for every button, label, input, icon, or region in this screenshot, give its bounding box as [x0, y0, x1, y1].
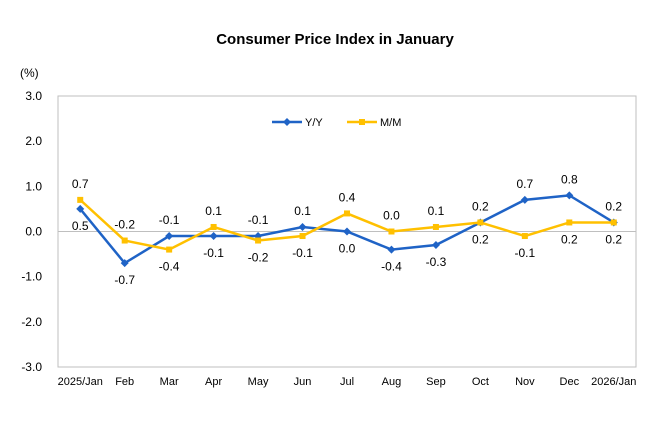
data-label: 0.4: [339, 190, 356, 204]
data-point: [520, 195, 529, 204]
x-tick-label: Mar: [160, 376, 179, 388]
series-mm: 0.7 -0.2 -0.4 0.1 -0.2 -0.1 0.4 0.0 0.1 0.2 -0.1 0.…: [72, 177, 623, 274]
x-tick-label: Sep: [426, 376, 446, 388]
data-label: 0.7: [72, 177, 89, 191]
legend-label: Y/Y: [305, 117, 323, 129]
data-point: [299, 233, 306, 240]
data-point: [210, 223, 217, 230]
x-tick-label: Jun: [294, 376, 312, 388]
data-point: [431, 241, 440, 250]
data-label: -0.7: [114, 273, 135, 287]
data-point: [388, 228, 395, 235]
y-tick-label: 2.0: [25, 134, 42, 148]
data-label: 0.2: [472, 199, 489, 213]
data-point: [566, 219, 573, 226]
data-label: 0.2: [605, 199, 622, 213]
data-label: -0.1: [203, 246, 224, 260]
y-tick-label: 1.0: [25, 179, 42, 193]
data-label: 0.7: [517, 177, 534, 191]
data-point: [76, 204, 85, 213]
data-label: 0.2: [472, 232, 489, 246]
y-axis-label: (%): [20, 66, 39, 80]
data-point: [121, 237, 128, 244]
legend-item: M/M: [347, 117, 401, 129]
y-tick-label: -1.0: [21, 270, 42, 284]
series-yy: 0.5-0.7-0.1-0.1-0.10.10.0-0.4 -0.30.20.7 0…: [72, 172, 623, 287]
x-tick-label: 2026/Jan: [591, 376, 636, 388]
data-point: [165, 232, 174, 241]
data-label: 0.1: [428, 204, 445, 218]
x-tick-label: Apr: [205, 376, 222, 388]
y-tick-label: 3.0: [25, 89, 42, 103]
legend-label: M/M: [380, 117, 401, 129]
data-point: [209, 232, 218, 241]
data-label: 0.5: [72, 219, 89, 233]
x-tick-label: 2025/Jan: [58, 376, 103, 388]
legend-marker: [283, 118, 291, 126]
data-label: -0.2: [114, 218, 135, 232]
y-tick-label: -3.0: [21, 360, 42, 374]
x-tick-label: Aug: [382, 376, 402, 388]
data-point: [610, 219, 617, 226]
y-tick-label: -2.0: [21, 315, 42, 329]
data-point: [565, 191, 574, 200]
chart-title: Consumer Price Index in January: [216, 31, 454, 48]
data-point: [521, 233, 528, 240]
data-label: -0.4: [159, 260, 180, 274]
data-point: [344, 210, 350, 217]
x-tick-label: Dec: [560, 376, 580, 388]
data-point: [77, 196, 84, 203]
data-label: 0.2: [605, 232, 622, 246]
data-label: 0.2: [561, 232, 578, 246]
data-point: [477, 219, 484, 226]
data-point: [120, 259, 129, 268]
x-tick-label: Feb: [115, 376, 134, 388]
data-point: [343, 227, 351, 236]
data-label: 0.0: [383, 209, 400, 223]
data-point: [432, 223, 439, 230]
y-tick-label: 0.0: [25, 225, 42, 239]
data-point: [166, 246, 173, 253]
x-tick-label: May: [248, 376, 269, 388]
data-point: [387, 245, 396, 254]
data-label: 0.1: [294, 204, 311, 218]
data-label: -0.1: [248, 213, 269, 227]
x-tick-label: Jul: [340, 376, 354, 388]
legend-item: Y/Y: [272, 117, 323, 129]
data-label: 0.8: [561, 172, 578, 186]
data-label: -0.4: [381, 260, 402, 274]
data-label: -0.1: [515, 246, 536, 260]
x-tick-label: Nov: [515, 376, 535, 388]
data-label: 0.1: [205, 204, 222, 218]
data-label: -0.1: [159, 213, 180, 227]
data-label: -0.3: [426, 255, 447, 269]
data-label: 0.0: [339, 242, 356, 256]
legend-marker: [359, 119, 365, 125]
data-point: [298, 222, 307, 231]
data-label: -0.2: [248, 251, 269, 265]
x-tick-label: Oct: [472, 376, 489, 388]
data-label: -0.1: [292, 246, 313, 260]
data-point: [255, 237, 262, 244]
